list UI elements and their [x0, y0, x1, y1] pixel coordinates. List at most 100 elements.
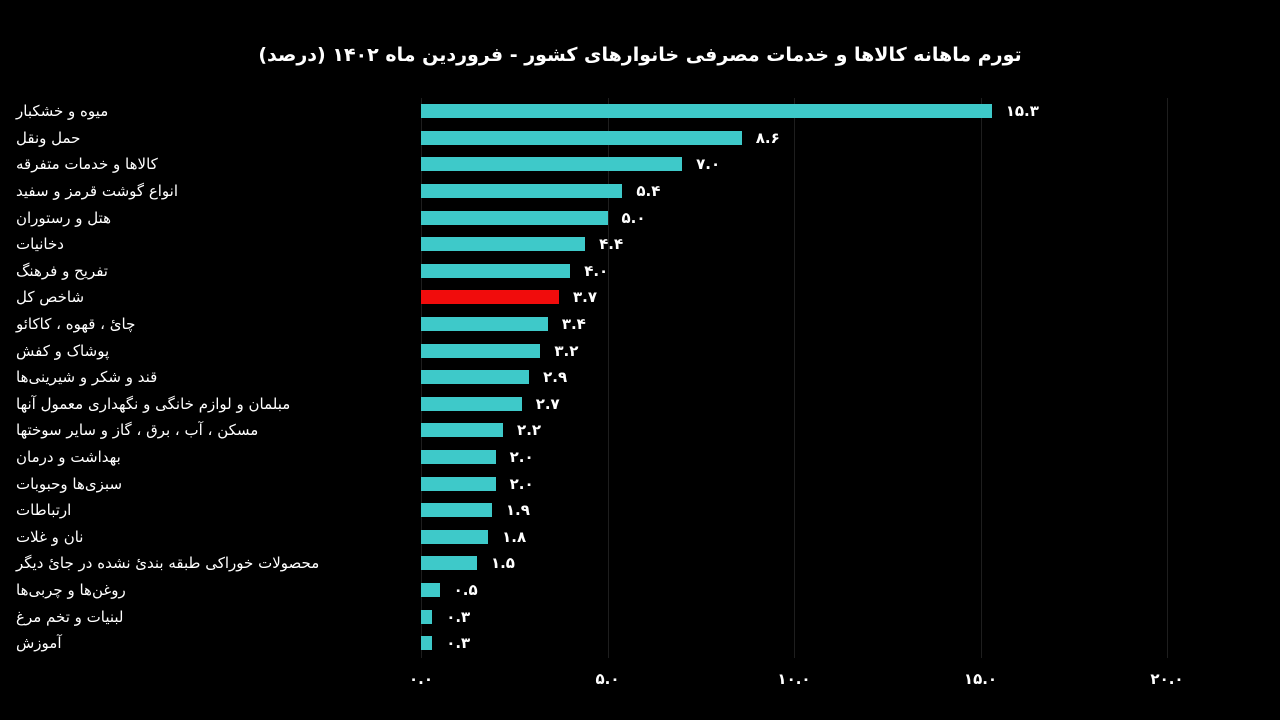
chart-row: چائ ، قهوه ، کاکائو ۳.۴ — [0, 311, 1280, 338]
chart-row: دخانیات ۴.۴ — [0, 231, 1280, 258]
bar — [421, 476, 496, 491]
plot-area: ۲.۰ — [421, 444, 1280, 471]
bar — [421, 503, 492, 518]
x-axis: ۰.۰ ۵.۰ ۱۰.۰ ۱۵.۰ ۲۰.۰ — [409, 670, 1280, 700]
value-label: ۱.۸ — [502, 527, 527, 546]
category-label: لبنیات و تخم مرغ — [16, 607, 124, 626]
category-label: بهداشت و درمان — [16, 448, 121, 467]
chart-row: انواع گوشت قرمز و سفید ۵.۴ — [0, 178, 1280, 205]
chart-row: روغن‌ها و چربی‌ها ۰.۵ — [0, 577, 1280, 604]
bar — [421, 556, 477, 571]
chart-row: محصولات خوراکی طبقه بندئ نشده در جائ دیگ… — [0, 550, 1280, 577]
bar — [421, 210, 608, 225]
plot-area: ۰.۳ — [421, 630, 1280, 657]
plot-area: ۲.۹ — [421, 364, 1280, 391]
category-label: هتل و رستوران — [16, 208, 112, 227]
chart-row: مسکن ، آب ، برق ، گاز و سایر سوختها ۲.۲ — [0, 417, 1280, 444]
bar — [421, 343, 541, 358]
value-label: ۴.۰ — [584, 261, 609, 280]
value-label: ۳.۴ — [561, 315, 586, 334]
value-label: ۷.۰ — [696, 155, 721, 174]
plot-area: ۷.۰ — [421, 151, 1280, 178]
category-label: دخانیات — [16, 235, 64, 254]
value-label: ۴.۴ — [599, 235, 624, 254]
plot-area: ۰.۳ — [421, 603, 1280, 630]
value-label: ۰.۵ — [453, 580, 478, 599]
plot-area: ۱.۵ — [421, 550, 1280, 577]
plot-area: ۳.۲ — [421, 337, 1280, 364]
bar — [421, 582, 440, 597]
category-label: محصولات خوراکی طبقه بندئ نشده در جائ دیگ… — [16, 554, 320, 573]
plot-area: ۳.۷ — [421, 284, 1280, 311]
chart-row: کالاها و خدمات متفرقه ۷.۰ — [0, 151, 1280, 178]
chart-row: هتل و رستوران ۵.۰ — [0, 204, 1280, 231]
chart-rows: میوه و خشکبار ۱۵.۳ حمل ونقل ۸.۶ کالاها و خدم… — [0, 98, 1280, 656]
category-label: کالاها و خدمات متفرقه — [16, 155, 158, 174]
category-label: چائ ، قهوه ، کاکائو — [16, 315, 136, 334]
bar — [421, 237, 586, 252]
x-tick-label: ۲۰.۰ — [1150, 670, 1184, 689]
plot-area: ۴.۴ — [421, 231, 1280, 258]
chart-row: آموزش ۰.۳ — [0, 630, 1280, 657]
category-label: تفریح و فرهنگ — [16, 261, 108, 280]
value-label: ۲.۹ — [543, 368, 568, 387]
value-label: ۰.۳ — [446, 634, 471, 653]
chart-row: پوشاک و کفش ۳.۲ — [0, 337, 1280, 364]
bar — [421, 317, 548, 332]
value-label: ۵.۰ — [621, 208, 646, 227]
chart-row: لبنیات و تخم مرغ ۰.۳ — [0, 603, 1280, 630]
chart-row: نان و غلات ۱.۸ — [0, 524, 1280, 551]
plot-area: ۱.۹ — [421, 497, 1280, 524]
plot-area: ۵.۴ — [421, 178, 1280, 205]
value-label: ۲.۰ — [509, 448, 534, 467]
value-label: ۱۵.۳ — [1005, 102, 1039, 121]
bar — [421, 370, 530, 385]
category-label: مسکن ، آب ، برق ، گاز و سایر سوختها — [16, 421, 259, 440]
value-label: ۵.۴ — [636, 182, 661, 201]
chart-row: شاخص کل ۳.۷ — [0, 284, 1280, 311]
category-label: قند و شکر و شیرینی‌ها — [16, 368, 158, 387]
category-label: نان و غلات — [16, 527, 84, 546]
plot-area: ۲.۷ — [421, 391, 1280, 418]
plot-area: ۲.۲ — [421, 417, 1280, 444]
chart-row: تفریح و فرهنگ ۴.۰ — [0, 258, 1280, 285]
bar — [421, 636, 433, 651]
chart-row: مبلمان و لوازم خانگی و نگهداری معمول آنه… — [0, 391, 1280, 418]
gridline — [1167, 98, 1168, 658]
value-label: ۲.۰ — [509, 474, 534, 493]
bar — [421, 529, 489, 544]
chart-row: حمل ونقل ۸.۶ — [0, 125, 1280, 152]
chart-row: بهداشت و درمان ۲.۰ — [0, 444, 1280, 471]
bar — [421, 157, 683, 172]
value-label: ۳.۷ — [573, 288, 598, 307]
plot-area: ۴.۰ — [421, 258, 1280, 285]
bar — [421, 184, 623, 199]
value-label: ۸.۶ — [755, 128, 780, 147]
category-label: انواع گوشت قرمز و سفید — [16, 182, 179, 201]
chart-title: تورم ماهانه کالاها و خدمات مصرفی خانواره… — [258, 44, 1022, 66]
value-label: ۰.۳ — [446, 607, 471, 626]
bar — [421, 423, 504, 438]
category-label: ارتباطات — [16, 501, 72, 520]
category-label: شاخص کل — [16, 288, 85, 307]
bar — [421, 450, 496, 465]
plot-area: ۸.۶ — [421, 125, 1280, 152]
plot-area: ۲.۰ — [421, 470, 1280, 497]
bar — [421, 396, 522, 411]
bar — [421, 130, 742, 145]
bar — [421, 104, 992, 119]
value-label: ۲.۷ — [535, 394, 560, 413]
category-label: پوشاک و کفش — [16, 341, 110, 360]
value-label: ۱.۹ — [505, 501, 530, 520]
x-tick-label: ۱۵.۰ — [963, 670, 998, 689]
plot-area: ۵.۰ — [421, 204, 1280, 231]
category-label: مبلمان و لوازم خانگی و نگهداری معمول آنه… — [16, 394, 291, 413]
x-tick-label: ۵.۰ — [595, 670, 620, 689]
category-label: آموزش — [16, 634, 62, 653]
value-label: ۳.۲ — [554, 341, 579, 360]
gridline — [607, 98, 609, 658]
chart-row: میوه و خشکبار ۱۵.۳ — [0, 98, 1280, 125]
value-label: ۲.۲ — [517, 421, 542, 440]
plot-area: ۱.۸ — [421, 524, 1280, 551]
